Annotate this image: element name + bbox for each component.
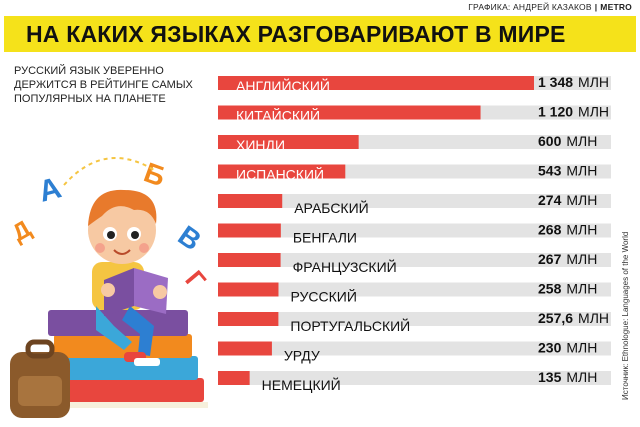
value-label: 257,6	[538, 310, 573, 326]
value-label: 274	[538, 192, 562, 208]
bar	[218, 164, 346, 179]
value-label: 135	[538, 369, 562, 385]
value-label: 543	[538, 163, 562, 179]
value-label: 1 348	[538, 74, 573, 90]
unit-label: МЛН	[578, 104, 609, 120]
bar-track	[218, 282, 611, 297]
bar-track	[218, 253, 611, 267]
bar	[218, 223, 281, 238]
bar	[218, 105, 481, 120]
unit-label: МЛН	[566, 281, 597, 297]
unit-label: МЛН	[566, 340, 597, 356]
unit-label: МЛН	[566, 163, 597, 179]
category-label: ИСПАНСКИЙ	[236, 166, 324, 183]
value-label: 230	[538, 340, 562, 356]
title-band: НА КАКИХ ЯЗЫКАХ РАЗГОВАРИВАЮТ В МИРЕ	[4, 16, 636, 52]
bar	[218, 253, 281, 267]
unit-label: МЛН	[566, 192, 597, 208]
bar	[218, 194, 283, 208]
unit-label: МЛН	[578, 310, 609, 326]
chart-subtitle: РУССКИЙ ЯЗЫК УВЕРЕННО ДЕРЖИТСЯ В РЕЙТИНГ…	[14, 65, 193, 105]
bar	[218, 371, 250, 385]
bar	[218, 282, 279, 297]
category-label: НЕМЕЦКИЙ	[262, 376, 341, 393]
brand-logo: METRO	[600, 2, 632, 12]
value-label: 1 120	[538, 104, 573, 120]
credit-line: ГРАФИКА: АНДРЕЙ КАЗАКОВ | METRO	[468, 2, 632, 12]
category-label: КИТАЙСКИЙ	[236, 107, 320, 124]
chart-title: НА КАКИХ ЯЗЫКАХ РАЗГОВАРИВАЮТ В МИРЕ	[26, 21, 566, 47]
category-label: ПОРТУГАЛЬСКИЙ	[290, 317, 410, 334]
bar-track	[218, 312, 611, 326]
boy-reading-illustration: А Б В Г Д	[8, 157, 212, 418]
unit-label: МЛН	[566, 133, 597, 149]
unit-label: МЛН	[566, 369, 597, 385]
category-label: ХИНДИ	[236, 137, 285, 153]
bar-track	[218, 194, 611, 208]
unit-label: МЛН	[566, 251, 597, 267]
source-note: Источник: Ethnologue: Languages of the W…	[621, 231, 630, 400]
category-label: РУССКИЙ	[290, 288, 356, 305]
credit-separator: |	[594, 2, 598, 12]
bar	[218, 135, 359, 149]
unit-label: МЛН	[578, 74, 609, 90]
bar	[218, 341, 272, 356]
bar-track	[218, 223, 611, 238]
credit-text: ГРАФИКА: АНДРЕЙ КАЗАКОВ	[468, 2, 592, 12]
category-label: АНГЛИЙСКИЙ	[236, 77, 330, 94]
category-label: АРАБСКИЙ	[294, 199, 369, 216]
bar-track	[218, 341, 611, 356]
category-label: БЕНГАЛИ	[293, 230, 357, 246]
unit-label: МЛН	[566, 222, 597, 238]
bar	[218, 76, 534, 90]
value-label: 600	[538, 133, 562, 149]
bar	[218, 312, 279, 326]
category-label: ФРАНЦУЗСКИЙ	[293, 258, 397, 275]
bar-track	[218, 371, 611, 385]
value-label: 258	[538, 281, 562, 297]
value-label: 267	[538, 251, 562, 267]
category-label: УРДУ	[284, 348, 320, 364]
value-label: 268	[538, 222, 562, 238]
